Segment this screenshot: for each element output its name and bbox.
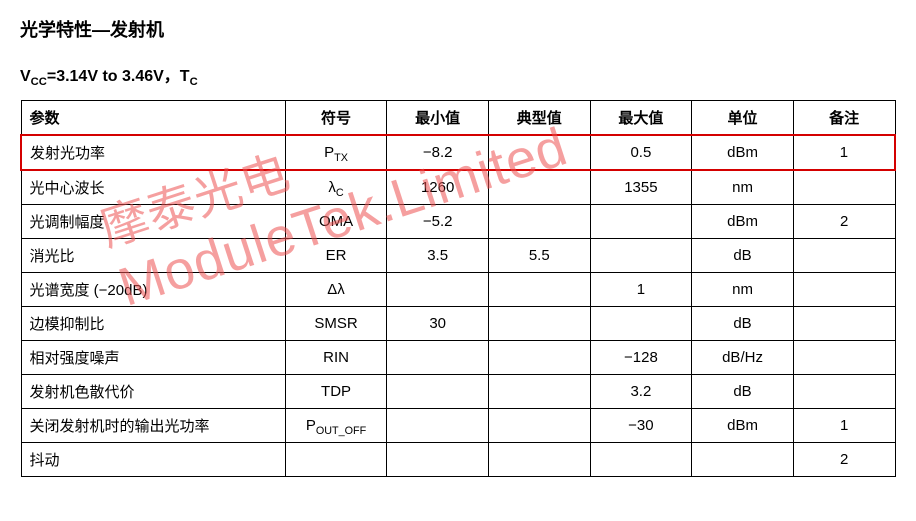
- cell-symbol: TDP: [285, 375, 387, 409]
- cell-param: 光谱宽度 (−20dB): [21, 273, 285, 307]
- cell-typ: [488, 205, 590, 239]
- cell-typ: [488, 375, 590, 409]
- cell-note: [793, 375, 895, 409]
- operating-condition: VCC=3.14V to 3.46V，TC: [20, 62, 896, 86]
- cell-unit: dB: [692, 307, 794, 341]
- cell-param: 相对强度噪声: [21, 341, 285, 375]
- table-body: 发射光功率PTX−8.20.5dBm1光中心波长λC12601355nm光调制幅…: [21, 135, 895, 477]
- cell-symbol: λC: [285, 170, 387, 205]
- cell-max: [590, 443, 692, 477]
- cell-symbol: Δλ: [285, 273, 387, 307]
- cell-symbol: PTX: [285, 135, 387, 170]
- cell-max: 1355: [590, 170, 692, 205]
- cell-unit: dB/Hz: [692, 341, 794, 375]
- cell-unit: dB: [692, 375, 794, 409]
- col-header-note: 备注: [793, 101, 895, 136]
- cell-unit: dB: [692, 239, 794, 273]
- cell-unit: nm: [692, 170, 794, 205]
- cell-min: −5.2: [387, 205, 489, 239]
- col-header-typ: 典型值: [488, 101, 590, 136]
- cell-symbol: [285, 443, 387, 477]
- cell-max: [590, 307, 692, 341]
- cell-note: 1: [793, 409, 895, 443]
- cell-max: 1: [590, 273, 692, 307]
- cell-typ: 5.5: [488, 239, 590, 273]
- cell-min: [387, 443, 489, 477]
- cell-unit: dBm: [692, 409, 794, 443]
- cell-min: [387, 273, 489, 307]
- cell-symbol: POUT_OFF: [285, 409, 387, 443]
- cell-param: 发射机色散代价: [21, 375, 285, 409]
- col-header-param: 参数: [21, 101, 285, 136]
- cell-max: 0.5: [590, 135, 692, 170]
- cell-note: 2: [793, 443, 895, 477]
- cell-typ: [488, 307, 590, 341]
- cell-note: [793, 273, 895, 307]
- cell-note: [793, 341, 895, 375]
- cell-note: 1: [793, 135, 895, 170]
- cell-param: 光调制幅度: [21, 205, 285, 239]
- cell-min: [387, 341, 489, 375]
- cell-min: 30: [387, 307, 489, 341]
- table-row: 抖动 2: [21, 443, 895, 477]
- cell-param: 消光比: [21, 239, 285, 273]
- cell-symbol: ER: [285, 239, 387, 273]
- table-row: 相对强度噪声RIN −128dB/Hz: [21, 341, 895, 375]
- cell-typ: [488, 135, 590, 170]
- col-header-max: 最大值: [590, 101, 692, 136]
- table-header-row: 参数 符号 最小值 典型值 最大值 单位 备注: [21, 101, 895, 136]
- col-header-unit: 单位: [692, 101, 794, 136]
- cell-typ: [488, 443, 590, 477]
- col-header-symbol: 符号: [285, 101, 387, 136]
- cell-param: 关闭发射机时的输出光功率: [21, 409, 285, 443]
- cell-min: −8.2: [387, 135, 489, 170]
- cell-max: −128: [590, 341, 692, 375]
- table-row: 光谱宽度 (−20dB)Δλ 1nm: [21, 273, 895, 307]
- cell-min: [387, 409, 489, 443]
- cell-typ: [488, 341, 590, 375]
- section-title: 光学特性—发射机: [20, 16, 896, 42]
- cell-param: 边模抑制比: [21, 307, 285, 341]
- cell-symbol: OMA: [285, 205, 387, 239]
- table-row: 发射机色散代价TDP 3.2dB: [21, 375, 895, 409]
- cell-unit: [692, 443, 794, 477]
- cell-min: 1260: [387, 170, 489, 205]
- col-header-min: 最小值: [387, 101, 489, 136]
- cell-min: 3.5: [387, 239, 489, 273]
- cell-note: 2: [793, 205, 895, 239]
- cell-param: 光中心波长: [21, 170, 285, 205]
- table-row: 边模抑制比SMSR30 dB: [21, 307, 895, 341]
- cell-symbol: SMSR: [285, 307, 387, 341]
- cell-param: 发射光功率: [21, 135, 285, 170]
- cell-unit: dBm: [692, 135, 794, 170]
- table-row: 发射光功率PTX−8.2 0.5dBm1: [21, 135, 895, 170]
- cell-max: −30: [590, 409, 692, 443]
- cell-note: [793, 307, 895, 341]
- cell-typ: [488, 409, 590, 443]
- table-row: 消光比ER3.55.5 dB: [21, 239, 895, 273]
- cell-max: [590, 239, 692, 273]
- cell-symbol: RIN: [285, 341, 387, 375]
- table-row: 关闭发射机时的输出光功率POUT_OFF −30dBm1: [21, 409, 895, 443]
- cell-max: 3.2: [590, 375, 692, 409]
- cell-note: [793, 239, 895, 273]
- cell-note: [793, 170, 895, 205]
- cell-unit: nm: [692, 273, 794, 307]
- table-row: 光中心波长λC1260 1355nm: [21, 170, 895, 205]
- cell-typ: [488, 170, 590, 205]
- cell-param: 抖动: [21, 443, 285, 477]
- transmitter-spec-table: 参数 符号 最小值 典型值 最大值 单位 备注 发射光功率PTX−8.20.5d…: [20, 100, 896, 477]
- cell-typ: [488, 273, 590, 307]
- cell-unit: dBm: [692, 205, 794, 239]
- cell-max: [590, 205, 692, 239]
- table-row: 光调制幅度OMA−5.2 dBm2: [21, 205, 895, 239]
- cell-min: [387, 375, 489, 409]
